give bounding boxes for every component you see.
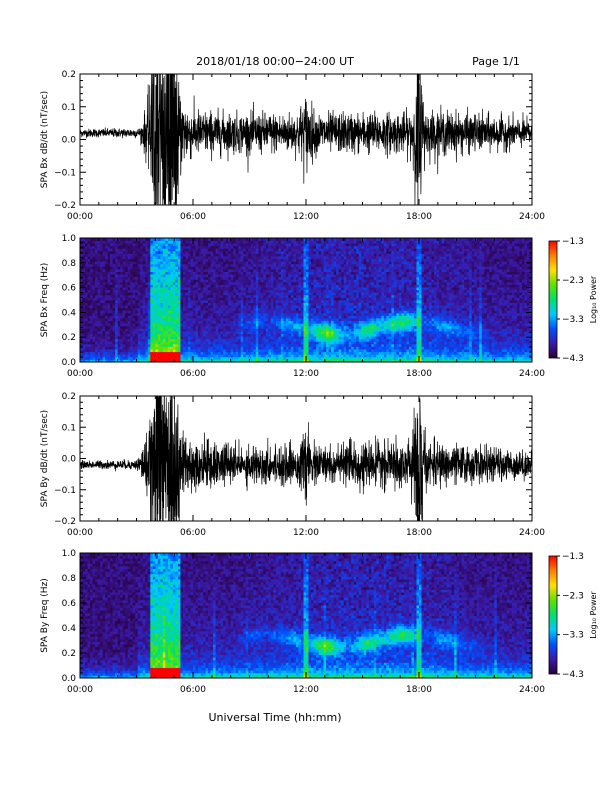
y-tick-label: 0.1 xyxy=(62,423,76,433)
x-tick-label: 12:00 xyxy=(293,212,319,222)
spectrogram-panel-4 xyxy=(80,553,533,679)
y-tick-label: 1.0 xyxy=(62,234,77,244)
colorbar-tick-label: −1.3 xyxy=(562,552,584,562)
x-tick-label: 06:00 xyxy=(180,528,206,538)
panel-1-axes: 00:00 06:00 12:00 18:00 24:00 0.2 0.1 0.0 −0.1 −0… xyxy=(40,70,545,222)
x-tick-label: 24:00 xyxy=(519,212,545,222)
colorbar-tick-label: −1.3 xyxy=(562,237,584,247)
x-tick-label: 18:00 xyxy=(406,528,432,538)
y-tick-label: 0.0 xyxy=(62,455,77,465)
page-indicator: Page 1/1 xyxy=(472,55,520,68)
x-tick-label: 24:00 xyxy=(519,685,545,695)
y-tick-label: −0.2 xyxy=(54,517,76,527)
x-tick-label: 06:00 xyxy=(180,369,206,379)
y-tick-label: −0.1 xyxy=(54,168,76,178)
x-tick-label: 00:00 xyxy=(67,528,93,538)
y-tick-label: 0.2 xyxy=(62,70,76,80)
y-tick-label: 0.2 xyxy=(62,392,76,402)
y-tick-label: 0.2 xyxy=(62,649,76,659)
y-tick-label: 0.6 xyxy=(62,599,77,609)
series-line xyxy=(80,396,532,521)
figure-title: 2018/01/18 00:00−24:00 UT xyxy=(196,55,354,68)
colorbar-label: Log₁₀ Power xyxy=(589,275,598,323)
x-axis-title: Universal Time (hh:mm) xyxy=(209,711,342,724)
y-tick-label: 0.2 xyxy=(62,333,76,343)
y-tick-label: 0.6 xyxy=(62,284,77,294)
y-tick-label: 0.4 xyxy=(62,624,77,634)
y-tick-label: 0.0 xyxy=(62,358,77,368)
y-tick-label: −0.1 xyxy=(54,486,76,496)
y-tick-label: 0.1 xyxy=(62,103,76,113)
x-tick-label: 12:00 xyxy=(293,369,319,379)
colorbar-tick-label: −4.3 xyxy=(562,354,584,364)
x-tick-label: 00:00 xyxy=(67,369,93,379)
y-tick-label: 0.4 xyxy=(62,308,77,318)
colorbar-tick-label: −4.3 xyxy=(562,670,584,680)
x-tick-label: 24:00 xyxy=(519,528,545,538)
colorbar-tick-label: −2.3 xyxy=(562,591,584,601)
y-axis-label: SPA Bx dB/dt (nT/sec) xyxy=(40,91,50,188)
colorbar xyxy=(548,240,558,359)
y-tick-label: −0.2 xyxy=(54,201,76,211)
x-tick-label: 06:00 xyxy=(180,685,206,695)
x-tick-label: 18:00 xyxy=(406,212,432,222)
y-tick-label: 1.0 xyxy=(62,549,77,559)
spectrogram-panel-2 xyxy=(80,238,533,363)
colorbar-tick-label: −3.3 xyxy=(562,315,584,325)
colorbar-tick-label: −3.3 xyxy=(562,631,584,641)
x-tick-label: 24:00 xyxy=(519,369,545,379)
y-tick-label: 0.0 xyxy=(62,136,77,146)
colorbar-label: Log₁₀ Power xyxy=(589,591,598,639)
y-tick-label: 0.0 xyxy=(62,674,77,684)
y-axis-label: SPA By dB/dt (nT/sec) xyxy=(40,410,50,507)
y-axis-label: SPA Bx Freq (Hz) xyxy=(40,263,50,338)
x-tick-label: 06:00 xyxy=(180,212,206,222)
panel-4-axes: 00:00 06:00 12:00 18:00 24:00 1.0 0.8 0.6 0.4 0.2… xyxy=(40,549,545,695)
colorbar-tick-label: −2.3 xyxy=(562,276,584,286)
y-axis-label: SPA By Freq (Hz) xyxy=(40,578,50,653)
x-tick-label: 12:00 xyxy=(293,528,319,538)
x-tick-label: 12:00 xyxy=(293,685,319,695)
y-tick-label: 0.8 xyxy=(62,259,77,269)
x-tick-label: 18:00 xyxy=(406,685,432,695)
series-line xyxy=(80,74,532,205)
y-tick-label: 0.8 xyxy=(62,574,77,584)
panel-2-axes: 00:00 06:00 12:00 18:00 24:00 1.0 0.8 0.6 0.4 0.2… xyxy=(40,234,545,379)
colorbar xyxy=(548,555,558,675)
x-tick-label: 00:00 xyxy=(67,685,93,695)
x-tick-label: 00:00 xyxy=(67,212,93,222)
panel-3-axes: 00:00 06:00 12:00 18:00 24:00 0.2 0.1 0.0 −0.1 −0… xyxy=(40,392,545,538)
x-tick-label: 18:00 xyxy=(406,369,432,379)
